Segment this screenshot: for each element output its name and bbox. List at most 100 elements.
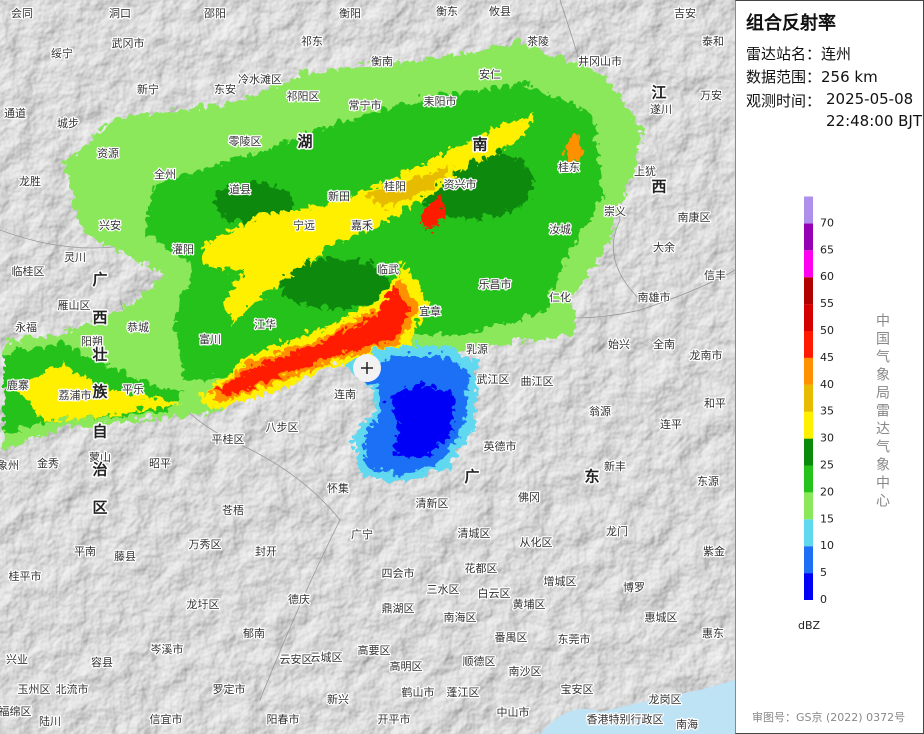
place-label: 临桂区 bbox=[12, 264, 45, 278]
legend-label: 15 bbox=[820, 512, 834, 525]
legend-label: 70 bbox=[820, 216, 834, 229]
legend-swatch bbox=[804, 438, 813, 466]
color-legend: 0 5 10 15 20 25 30 35 40 45 50 55 60 65 70 bbox=[804, 196, 834, 606]
place-label: 雁山区 bbox=[58, 299, 91, 312]
place-label: 平桂区 bbox=[212, 432, 245, 446]
region-label: 广 bbox=[92, 271, 107, 289]
region-label: 江 bbox=[651, 84, 666, 102]
place-label: 恭城 bbox=[127, 321, 149, 334]
place-label: 广宁 bbox=[351, 527, 373, 541]
region-label: 湖 bbox=[297, 133, 312, 151]
region-label: 区 bbox=[92, 499, 107, 517]
legend-label: 65 bbox=[820, 243, 834, 256]
place-label: 龙南市 bbox=[690, 348, 723, 362]
place-label: 岑溪市 bbox=[151, 642, 184, 656]
place-label: 紫金 bbox=[703, 544, 725, 558]
place-label: 龙胜 bbox=[19, 174, 41, 188]
place-label: 高要区 bbox=[358, 643, 391, 657]
legend-label: 50 bbox=[820, 324, 834, 337]
place-label: 香港特别行政区 bbox=[587, 712, 664, 726]
region-label: 自 bbox=[92, 423, 107, 441]
place-label: 新田 bbox=[328, 189, 350, 203]
range: 256 km bbox=[821, 68, 878, 86]
place-label: 东安 bbox=[214, 82, 236, 96]
place-label: 兴业 bbox=[6, 653, 28, 666]
place-label: 通道 bbox=[4, 106, 26, 120]
region-label: 西 bbox=[92, 309, 107, 327]
date: 2025-05-08 bbox=[826, 90, 914, 108]
place-label: 嘉禾 bbox=[351, 218, 373, 232]
place-label: 白云区 bbox=[478, 586, 511, 600]
footer: 审图号：GS京 (2022) 0372号 bbox=[752, 711, 906, 724]
place-label: 吉安 bbox=[674, 6, 696, 20]
place-label: 仁化 bbox=[549, 290, 571, 304]
place-label: 龙门 bbox=[606, 524, 628, 538]
place-label: 顺德区 bbox=[463, 654, 496, 668]
place-label: 桂平市 bbox=[9, 569, 42, 583]
place-label: 汝城 bbox=[549, 222, 571, 236]
place-label: 富川 bbox=[199, 332, 221, 346]
legend-swatch bbox=[804, 331, 813, 358]
place-label: 佛冈 bbox=[518, 491, 540, 504]
place-label: 德庆 bbox=[288, 592, 310, 606]
place-label: 昭平 bbox=[149, 457, 171, 470]
place-label: 衡南 bbox=[371, 55, 393, 68]
legend-label: 10 bbox=[820, 539, 834, 552]
station: 连州 bbox=[821, 45, 852, 63]
place-label: 零陵区 bbox=[229, 135, 262, 148]
place-label: 阳朔 bbox=[81, 335, 103, 348]
legend-label: 20 bbox=[820, 485, 834, 498]
time: 22:48:00 BJT bbox=[826, 112, 923, 130]
station-row: 雷达站名：连州 bbox=[746, 43, 851, 64]
place-label: 南海 bbox=[676, 717, 698, 731]
place-label: 井冈山市 bbox=[578, 54, 622, 68]
place-label: 容县 bbox=[91, 655, 113, 669]
region-label: 广 bbox=[464, 468, 479, 486]
place-label: 八步区 bbox=[266, 421, 299, 434]
place-label: 平南 bbox=[74, 545, 96, 558]
place-label: 新兴 bbox=[327, 692, 349, 706]
place-label: 崇义 bbox=[604, 205, 626, 218]
place-label: 万秀区 bbox=[189, 538, 222, 551]
place-label: 会同 bbox=[11, 7, 33, 20]
place-label: 苍梧 bbox=[222, 503, 244, 517]
place-label: 阳春市 bbox=[267, 712, 300, 726]
place-label: 宝安区 bbox=[561, 682, 594, 696]
legend-label: 30 bbox=[820, 432, 834, 445]
legend-label: 25 bbox=[820, 459, 834, 472]
legend-swatch bbox=[804, 196, 813, 224]
place-label: 衡阳 bbox=[339, 7, 361, 20]
legend-swatch bbox=[804, 519, 813, 547]
place-label: 北流市 bbox=[56, 682, 89, 696]
place-label: 永福 bbox=[15, 320, 37, 334]
region-label: 治 bbox=[92, 461, 107, 479]
place-label: 封开 bbox=[255, 544, 277, 558]
place-label: 鹤山市 bbox=[402, 685, 435, 699]
legend-swatch bbox=[804, 384, 813, 412]
place-label: 云城区 bbox=[310, 651, 343, 664]
place-label: 荔浦市 bbox=[59, 388, 92, 402]
place-label: 绥宁 bbox=[51, 46, 73, 60]
place-label: 新丰 bbox=[604, 459, 626, 473]
radar-site bbox=[361, 362, 373, 374]
place-label: 云安区 bbox=[280, 652, 313, 666]
radar-echo bbox=[0, 40, 640, 480]
place-label: 英德市 bbox=[484, 439, 517, 453]
place-label: 武冈市 bbox=[112, 36, 145, 50]
place-label: 宜章 bbox=[419, 304, 441, 318]
place-label: 上犹 bbox=[634, 165, 656, 178]
place-label: 中山市 bbox=[497, 705, 530, 719]
place-label: 全州 bbox=[154, 167, 176, 181]
place-label: 灵川 bbox=[64, 251, 86, 264]
place-label: 清新区 bbox=[416, 496, 449, 510]
place-label: 龙岗区 bbox=[649, 693, 682, 706]
place-label: 城步 bbox=[57, 117, 79, 130]
place-label: 金秀 bbox=[37, 456, 59, 470]
place-label: 花都区 bbox=[465, 562, 498, 575]
place-label: 桂东 bbox=[558, 160, 580, 174]
station-label: 雷达站名： bbox=[746, 45, 822, 63]
place-label: 安仁 bbox=[479, 67, 501, 81]
